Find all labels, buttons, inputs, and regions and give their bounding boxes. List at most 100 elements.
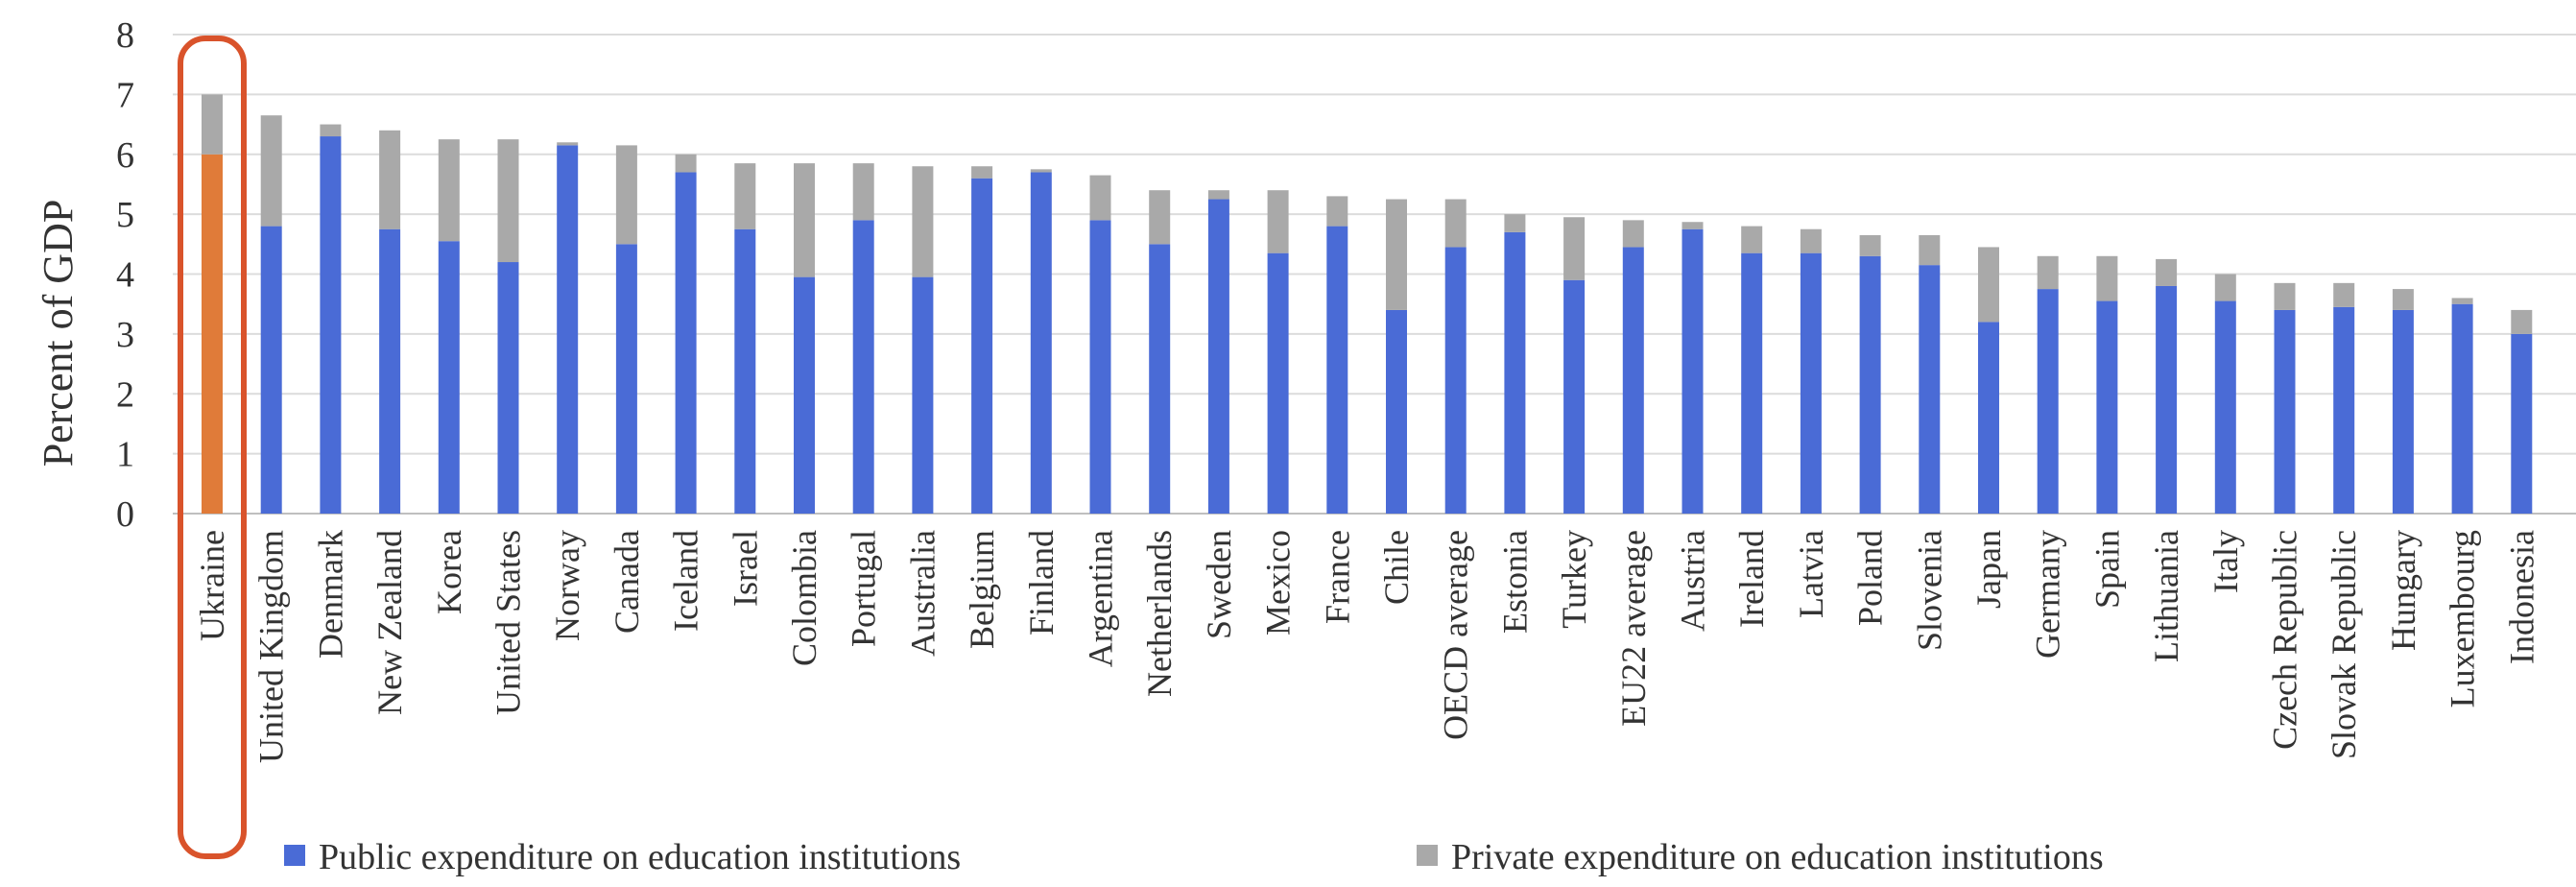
- x-tick-label: Belgium: [963, 530, 1001, 649]
- bar-private-spain: [2096, 255, 2118, 301]
- bar-private-iceland: [675, 154, 697, 173]
- x-tick-label: Turkey: [1555, 530, 1593, 629]
- bar-public-united-states: [497, 262, 519, 514]
- x-tick-label: Chile: [1377, 530, 1416, 605]
- bar-public-chile: [1386, 309, 1407, 514]
- y-tick-label: 5: [116, 195, 134, 235]
- x-tick-label: Iceland: [667, 530, 705, 632]
- ukraine-highlight-outline: [178, 36, 247, 859]
- bar-private-lithuania: [2156, 258, 2178, 286]
- x-tick-label: United States: [489, 530, 528, 715]
- x-tick-label: Denmark: [311, 530, 349, 659]
- bar-private-germany: [2037, 255, 2059, 290]
- x-tick-label: Poland: [1851, 530, 1890, 626]
- x-tick-label: Portugal: [845, 530, 883, 647]
- x-tick-label: Norway: [548, 530, 586, 641]
- bar-public-australia: [912, 276, 934, 514]
- bar-public-mexico: [1267, 252, 1289, 514]
- bar-private-united-states: [497, 139, 519, 263]
- bar-public-portugal: [852, 220, 874, 515]
- bar-private-israel: [734, 163, 756, 229]
- bar-public-czech-republic: [2274, 309, 2296, 514]
- bar-private-hungary: [2392, 289, 2414, 310]
- bar-public-denmark: [320, 136, 342, 514]
- x-tick-label: Argentina: [1082, 530, 1120, 667]
- bar-public-ukraine: [202, 154, 223, 514]
- bar-public-indonesia: [2511, 333, 2533, 514]
- bar-public-norway: [557, 145, 579, 515]
- y-tick-label: 3: [116, 315, 134, 355]
- x-tick-label: Latvia: [1792, 530, 1830, 618]
- x-tick-label: New Zealand: [370, 530, 409, 715]
- bar-private-belgium: [971, 166, 993, 179]
- bar-private-new-zealand: [379, 130, 401, 229]
- y-axis-tick-labels: 0 1 2 3 4 5 6 7 8: [116, 15, 134, 535]
- y-tick-label: 4: [116, 255, 134, 296]
- bar-public-japan: [1978, 322, 1999, 514]
- bar-public-oecd-average: [1444, 247, 1467, 514]
- x-tick-label: Australia: [903, 530, 942, 657]
- bar-public-ireland: [1741, 252, 1763, 514]
- x-tick-label: Luxembourg: [2444, 530, 2482, 707]
- y-tick-label: 0: [116, 494, 134, 535]
- bar-private-oecd-average: [1444, 199, 1467, 248]
- bar-private-latvia: [1800, 228, 1822, 253]
- x-tick-label: Sweden: [1200, 530, 1238, 639]
- legend: Public expenditure on education institut…: [284, 837, 2104, 877]
- bar-private-poland: [1859, 234, 1881, 256]
- bar-public-united-kingdom: [260, 226, 282, 514]
- bar-private-ukraine: [202, 94, 223, 155]
- x-axis-tick-labels: Ukraine United Kingdom Denmark New Zealand K…: [193, 530, 2540, 763]
- x-tick-label: Estonia: [1495, 530, 1534, 634]
- legend-label-public: Public expenditure on education institut…: [319, 837, 961, 877]
- x-tick-label: Ukraine: [193, 530, 231, 641]
- x-tick-label: Mexico: [1259, 530, 1298, 635]
- bar-private-colombia: [794, 163, 815, 277]
- x-tick-label: Spain: [2087, 530, 2126, 609]
- bar-private-sweden: [1207, 190, 1229, 200]
- x-tick-label: Ireland: [1732, 530, 1771, 628]
- bar-public-argentina: [1089, 220, 1111, 515]
- x-tick-label: Austria: [1674, 530, 1712, 632]
- x-tick-label: Canada: [608, 530, 646, 634]
- bar-private-slovenia: [1919, 234, 1941, 266]
- x-tick-label: Slovak Republic: [2325, 530, 2363, 759]
- bar-private-argentina: [1089, 175, 1111, 221]
- x-tick-label: Israel: [726, 530, 764, 607]
- bar-private-japan: [1978, 247, 1999, 323]
- bar-public-belgium: [971, 178, 993, 514]
- bar-private-denmark: [320, 124, 342, 137]
- bar-public-turkey: [1563, 279, 1586, 514]
- x-tick-label: France: [1318, 530, 1356, 624]
- x-tick-label: Czech Republic: [2266, 530, 2304, 750]
- x-tick-label: Slovenia: [1910, 530, 1948, 651]
- bar-public-finland: [1030, 172, 1052, 514]
- bar-private-estonia: [1504, 214, 1526, 232]
- x-tick-label: Italy: [2206, 530, 2245, 593]
- bar-private-mexico: [1267, 190, 1289, 253]
- bar-public-eu22-average: [1622, 247, 1644, 514]
- bars: [202, 94, 2533, 515]
- bar-public-austria: [1682, 228, 1704, 514]
- bar-private-finland: [1030, 169, 1052, 173]
- bar-private-indonesia: [2511, 309, 2533, 334]
- y-tick-label: 2: [116, 374, 134, 415]
- bar-public-iceland: [675, 172, 697, 514]
- legend-swatch-private: [1417, 845, 1438, 866]
- bar-public-korea: [438, 241, 460, 514]
- x-tick-label: Germany: [2029, 530, 2067, 659]
- y-tick-label: 1: [116, 435, 134, 475]
- bar-private-luxembourg: [2451, 298, 2473, 304]
- bar-private-chile: [1386, 199, 1407, 310]
- bar-private-france: [1326, 196, 1348, 227]
- bar-private-portugal: [852, 163, 874, 221]
- bar-private-korea: [438, 139, 460, 242]
- x-tick-label: EU22 average: [1614, 530, 1653, 727]
- bar-private-canada: [615, 145, 637, 245]
- x-tick-label: Indonesia: [2502, 530, 2540, 664]
- x-tick-label: Colombia: [785, 530, 823, 666]
- bar-private-united-kingdom: [260, 115, 282, 227]
- y-axis-label: Percent of GDP: [35, 200, 82, 467]
- bar-public-italy: [2214, 300, 2236, 514]
- legend-swatch-public: [284, 845, 305, 866]
